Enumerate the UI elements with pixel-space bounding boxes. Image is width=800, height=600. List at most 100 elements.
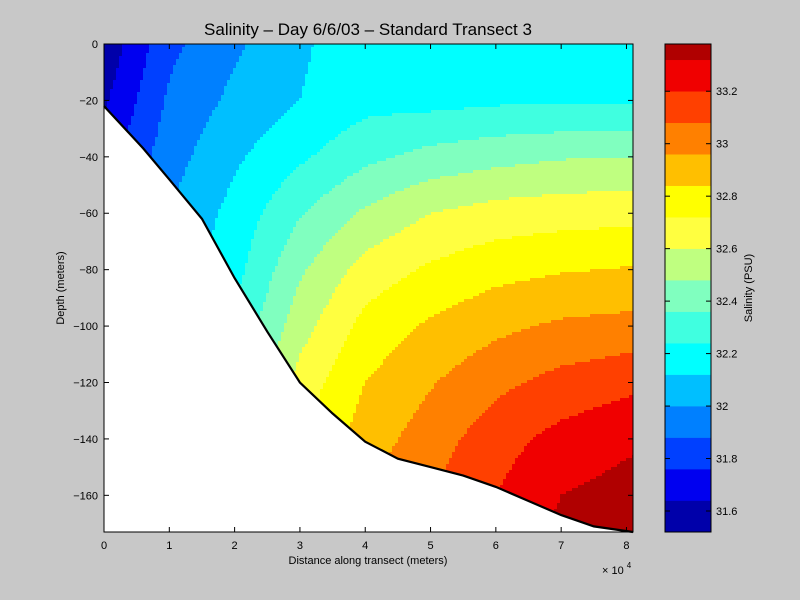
contour-cell <box>329 59 333 63</box>
contour-cell <box>230 59 234 63</box>
contour-cell <box>620 56 624 60</box>
contour-cell <box>215 89 219 93</box>
contour-cell <box>242 122 246 126</box>
contour-cell <box>332 104 336 108</box>
contour-cell <box>611 44 615 48</box>
contour-cell <box>422 62 426 66</box>
contour-cell <box>392 80 396 84</box>
contour-cell <box>485 89 489 93</box>
contour-cell <box>626 71 630 75</box>
contour-cell <box>152 113 156 117</box>
contour-cell <box>230 107 234 111</box>
contour-cell <box>422 50 426 54</box>
contour-cell <box>347 113 351 117</box>
contour-cell <box>221 53 225 57</box>
contour-cell <box>515 47 519 51</box>
contour-cell <box>104 95 108 99</box>
contour-cell <box>137 74 141 78</box>
contour-cell <box>476 71 480 75</box>
contour-cell <box>398 110 402 114</box>
contour-cell <box>524 50 528 54</box>
contour-cell <box>344 110 348 114</box>
contour-cell <box>593 125 597 129</box>
contour-cell <box>293 101 297 105</box>
contour-cell <box>560 53 564 57</box>
contour-cell <box>287 44 291 48</box>
contour-cell <box>338 119 342 123</box>
contour-cell <box>191 110 195 114</box>
contour-cell <box>374 56 378 60</box>
contour-cell <box>248 74 252 78</box>
contour-cell <box>461 59 465 63</box>
contour-cell <box>611 80 615 84</box>
contour-cell <box>239 86 243 90</box>
contour-cell <box>377 86 381 90</box>
contour-cell <box>623 53 627 57</box>
contour-cell <box>398 53 402 57</box>
contour-cell <box>611 77 615 81</box>
contour-cell <box>185 77 189 81</box>
contour-cell <box>326 119 330 123</box>
contour-cell <box>161 89 165 93</box>
contour-cell <box>329 116 333 120</box>
contour-cell <box>305 125 309 129</box>
contour-cell <box>263 56 267 60</box>
contour-cell <box>392 71 396 75</box>
contour-cell <box>608 62 612 66</box>
contour-cell <box>455 113 459 117</box>
contour-cell <box>293 44 297 48</box>
contour-cell <box>506 56 510 60</box>
contour-cell <box>248 95 252 99</box>
contour-cell <box>158 125 162 129</box>
contour-cell <box>464 119 468 123</box>
contour-cell <box>371 62 375 66</box>
contour-cell <box>404 98 408 102</box>
contour-cell <box>437 80 441 84</box>
contour-cell <box>362 104 366 108</box>
contour-cell <box>299 68 303 72</box>
contour-cell <box>455 125 459 129</box>
contour-cell <box>587 56 591 60</box>
contour-cell <box>113 80 117 84</box>
contour-cell <box>107 50 111 54</box>
contour-cell <box>293 104 297 108</box>
contour-cell <box>371 74 375 78</box>
contour-cell <box>542 116 546 120</box>
contour-cell <box>518 122 522 126</box>
contour-cell <box>314 83 318 87</box>
contour-cell <box>461 104 465 108</box>
contour-cell <box>275 119 279 123</box>
contour-cell <box>302 56 306 60</box>
contour-cell <box>473 104 477 108</box>
contour-cell <box>620 110 624 114</box>
contour-cell <box>149 110 153 114</box>
contour-cell <box>302 125 306 129</box>
contour-cell <box>557 77 561 81</box>
contour-cell <box>422 110 426 114</box>
contour-cell <box>314 101 318 105</box>
contour-cell <box>293 98 297 102</box>
contour-cell <box>392 89 396 93</box>
contour-cell <box>392 110 396 114</box>
contour-cell <box>581 83 585 87</box>
contour-cell <box>452 74 456 78</box>
contour-cell <box>209 62 213 66</box>
contour-cell <box>227 89 231 93</box>
contour-cell <box>122 107 126 111</box>
contour-cell <box>266 125 270 129</box>
contour-cell <box>494 53 498 57</box>
contour-cell <box>515 65 519 69</box>
contour-cell <box>377 56 381 60</box>
contour-cell <box>293 74 297 78</box>
contour-cell <box>335 47 339 51</box>
contour-cell <box>488 44 492 48</box>
contour-cell <box>161 47 165 51</box>
contour-cell <box>566 110 570 114</box>
contour-cell <box>173 77 177 81</box>
contour-cell <box>338 80 342 84</box>
contour-cell <box>563 104 567 108</box>
contour-cell <box>416 50 420 54</box>
contour-cell <box>134 47 138 51</box>
contour-cell <box>551 95 555 99</box>
contour-cell <box>431 119 435 123</box>
